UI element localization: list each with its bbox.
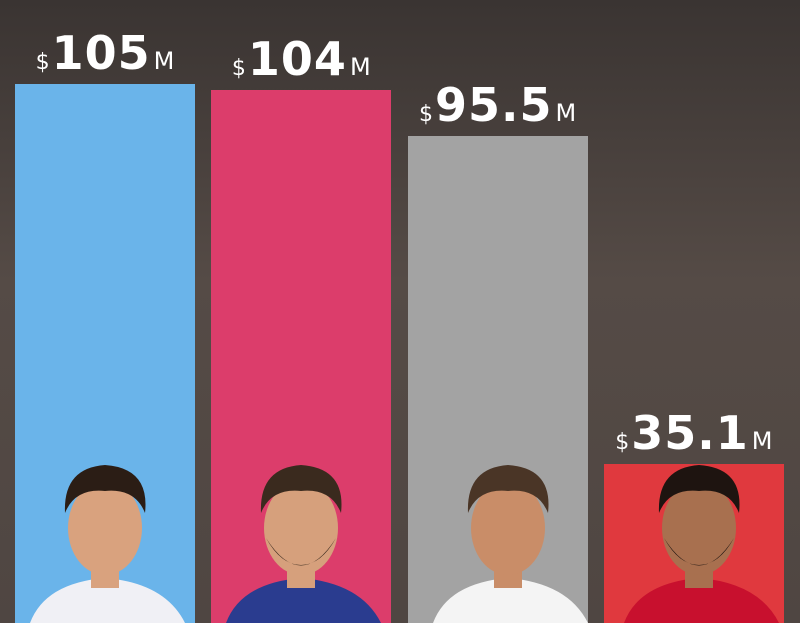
data-label: $105 M bbox=[15, 26, 195, 80]
data-label: $95.5 M bbox=[408, 78, 588, 132]
value-number: 105 bbox=[51, 26, 151, 81]
data-label: $35.1 M bbox=[604, 406, 784, 460]
player-photo bbox=[623, 465, 779, 623]
data-label: $104 M bbox=[211, 32, 391, 86]
unit-suffix: M bbox=[555, 98, 577, 127]
value-number: 95.5 bbox=[434, 77, 553, 132]
unit-suffix: M bbox=[349, 52, 371, 81]
player-photo bbox=[30, 465, 185, 623]
currency-symbol: $ bbox=[418, 101, 433, 127]
unit-suffix: M bbox=[751, 427, 773, 456]
currency-symbol: $ bbox=[231, 55, 246, 81]
value-number: 35.1 bbox=[631, 406, 749, 461]
player-photo bbox=[432, 465, 588, 623]
currency-symbol: $ bbox=[35, 50, 50, 76]
value-number: 104 bbox=[247, 31, 347, 86]
unit-suffix: M bbox=[153, 47, 175, 76]
player-photo bbox=[226, 465, 382, 623]
currency-symbol: $ bbox=[615, 430, 630, 456]
